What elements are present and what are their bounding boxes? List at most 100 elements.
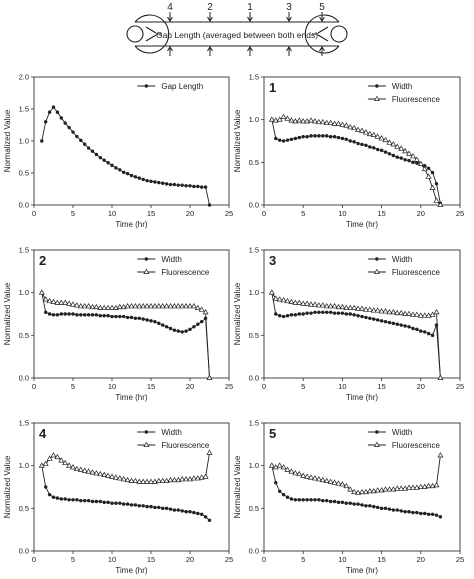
data-point: [133, 175, 138, 179]
data-point: [122, 502, 126, 506]
data-point: [362, 306, 369, 312]
legend-label: Fluorescence: [161, 268, 210, 277]
data-point: [430, 512, 435, 517]
data-point: [176, 183, 180, 187]
data-point: [180, 509, 184, 513]
data-point: [358, 488, 366, 495]
data-point: [429, 311, 436, 317]
data-point: [425, 312, 432, 318]
data-point: [75, 498, 79, 502]
schematic-arrow-top: [167, 12, 173, 22]
legend-marker: [373, 268, 380, 274]
data-point: [175, 303, 182, 309]
data-point: [402, 485, 409, 491]
data-point: [136, 478, 143, 484]
data-point: [335, 120, 342, 126]
plot-frame: [263, 422, 461, 552]
data-point: [86, 146, 91, 150]
data-point: [339, 303, 346, 310]
data-point: [308, 117, 315, 123]
data-point: [426, 331, 431, 336]
data-point: [203, 185, 208, 189]
x-tick-label: 5: [301, 209, 305, 218]
data-point: [58, 457, 65, 463]
x-tick-label: 10: [338, 555, 346, 564]
data-point: [348, 501, 352, 505]
data-point: [122, 170, 126, 175]
data-point: [438, 515, 443, 519]
data-point: [398, 145, 405, 151]
x-tick-label: 5: [71, 555, 75, 564]
data-point: [284, 297, 291, 304]
data-point: [358, 127, 366, 133]
data-point: [98, 155, 103, 160]
data-point: [67, 498, 71, 502]
data-point: [186, 476, 194, 482]
data-point: [423, 330, 427, 334]
schematic-marker-label: 2: [207, 2, 213, 13]
data-point: [79, 313, 83, 317]
data-point: [153, 319, 157, 324]
data-point: [356, 502, 360, 506]
x-tick-label: 10: [338, 209, 346, 218]
data-point: [206, 449, 213, 455]
data-point: [44, 485, 48, 489]
data-point: [315, 118, 322, 125]
data-point: [344, 501, 349, 505]
data-point: [374, 487, 381, 493]
data-point: [274, 481, 278, 485]
data-point: [272, 295, 279, 301]
data-point: [79, 138, 83, 143]
data-point: [297, 135, 301, 140]
data-point: [59, 116, 63, 120]
y-axis-label: Normalized Value: [3, 109, 12, 172]
data-point: [116, 475, 123, 481]
data-point: [168, 326, 173, 331]
data-point: [399, 509, 403, 513]
data-point: [419, 511, 423, 516]
data-point: [331, 303, 338, 309]
data-point: [75, 313, 79, 317]
data-point: [395, 322, 399, 326]
y-tick-label: 1.0: [249, 115, 259, 124]
x-tick-label: 20: [417, 382, 425, 391]
legend: Width Fluorescence: [137, 255, 210, 277]
data-point: [51, 105, 56, 109]
plot-frame: [263, 76, 461, 206]
data-point: [375, 147, 380, 152]
data-point: [153, 180, 157, 184]
data-point: [66, 300, 73, 306]
data-point: [179, 476, 186, 482]
schematic-marker-label: 5: [319, 2, 325, 13]
data-point: [167, 303, 174, 309]
data-point: [378, 308, 385, 314]
data-point: [289, 137, 294, 141]
data-point: [202, 473, 209, 479]
x-axis-label: Time (hr): [115, 220, 147, 229]
data-point: [340, 500, 345, 505]
data-point: [102, 158, 106, 162]
legend: Gap Length: [137, 82, 203, 91]
data-point: [69, 301, 77, 307]
data-point: [285, 138, 290, 142]
data-point: [323, 303, 330, 309]
data-point: [328, 135, 333, 139]
data-point: [375, 318, 380, 322]
data-point: [171, 303, 178, 309]
data-point: [198, 474, 205, 480]
data-point: [328, 499, 333, 504]
series-line: [271, 292, 441, 379]
legend-label: Width: [392, 82, 412, 91]
data-point: [411, 326, 415, 331]
schematic-marker-label: 4: [167, 2, 173, 13]
legend-label: Fluorescence: [392, 268, 441, 277]
data-point: [351, 488, 358, 495]
data-point: [50, 298, 57, 305]
data-point: [288, 298, 295, 305]
data-point: [370, 307, 377, 313]
y-tick-label: 1.5: [249, 419, 259, 428]
x-tick-label: 20: [186, 209, 194, 218]
schematic-arrow-bottom: [319, 46, 325, 56]
data-point: [137, 316, 141, 320]
data-point: [206, 374, 213, 380]
